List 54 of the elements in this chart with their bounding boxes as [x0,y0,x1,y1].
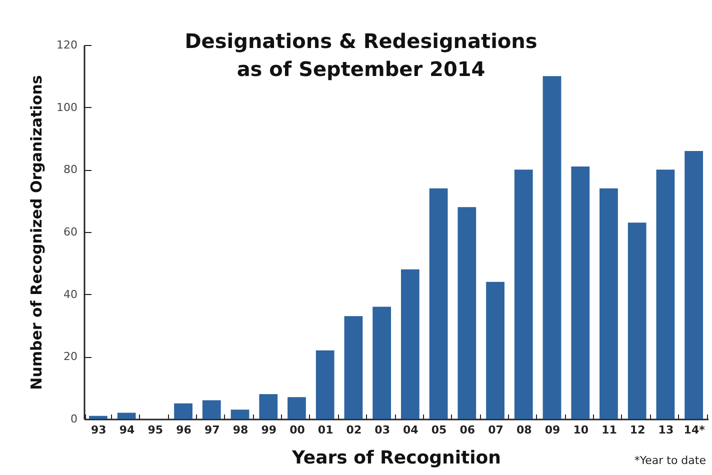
bar [656,170,675,419]
x-tick-label: 10 [573,424,589,436]
x-tick-label: 09 [544,424,560,436]
bar [571,166,590,419]
y-tick-label: 20 [64,350,78,364]
x-tick-label: 11 [602,424,617,436]
bar [230,410,250,419]
bar [486,282,504,419]
y-tick-label: 80 [64,163,78,176]
x-tick-label: 01 [318,424,334,436]
x-tick-label: 05 [431,424,447,436]
y-tick-label: 120 [56,38,78,52]
y-axis-title: Number of Recognized Organizations [28,75,46,390]
x-tick-label: 12 [630,424,646,436]
x-tick-label: 13 [658,424,674,436]
y-tick-label: 60 [64,226,78,238]
x-tick-label: 03 [374,424,390,436]
bar [202,400,221,419]
x-tick-label: 96 [176,424,192,436]
x-tick-label: 06 [460,424,476,436]
x-tick-label: 08 [516,424,532,436]
x-tick-label: 00 [290,424,306,436]
x-axis-title: Years of Recognition [291,448,501,468]
y-tick-label: 40 [64,288,78,301]
bar [542,76,562,419]
x-tick-label: 14* [684,424,706,436]
bar [458,207,476,419]
x-tick-label: 94 [119,424,136,436]
y-tick-label: 0 [70,412,78,426]
bar [117,412,136,419]
x-tick-label: 93 [91,424,106,436]
chart-title: Designations & Redesignations as of September 2014 [184,29,538,81]
x-tick-label: 95 [148,424,164,436]
bar [600,188,618,419]
bar [429,188,448,419]
x-tick-label: 99 [261,424,277,436]
y-tick-label: 100 [56,100,78,114]
bar [88,416,108,419]
bar [288,397,306,419]
x-tick-label: 02 [346,424,362,436]
x-tick-label: 98 [232,424,248,436]
bar [259,394,278,419]
bar [344,316,363,419]
bar [628,222,646,419]
bar [684,150,704,419]
x-tick-label: 07 [488,424,504,436]
text: *Year to date [634,454,706,467]
bar [400,269,420,419]
bar [514,170,533,419]
x-tick-label: 04 [403,424,419,436]
bar [316,350,334,419]
bar [372,306,392,419]
x-tick-label: 97 [204,424,220,436]
bar [174,403,192,419]
